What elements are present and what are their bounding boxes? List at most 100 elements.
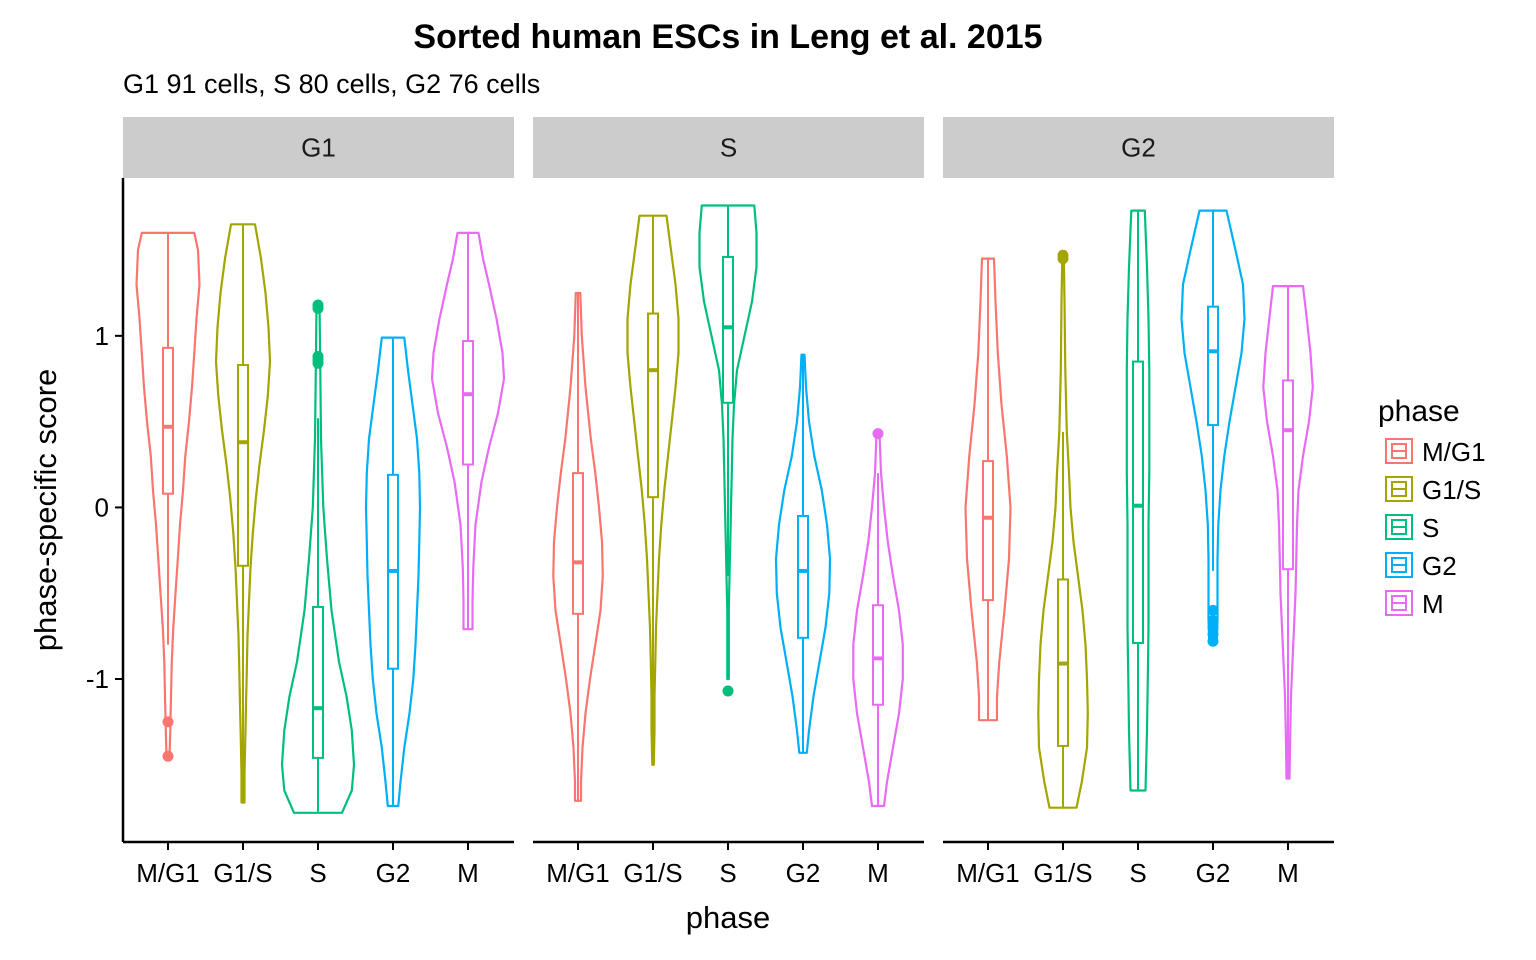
box (237, 364, 249, 567)
box (162, 346, 174, 495)
y-tick-label: 0 (95, 492, 109, 522)
legend-label: M/G1 (1422, 437, 1486, 467)
x-tick-label: M/G1 (546, 858, 610, 888)
facet-strip-label: G1 (301, 133, 336, 163)
box (722, 255, 734, 404)
violin-g1-mg1 (135, 231, 201, 762)
legend-item-g1s: G1/S (1381, 471, 1481, 507)
violin-shape (214, 223, 272, 804)
violin-shape (698, 204, 758, 681)
violin-g2-g1s (1037, 249, 1089, 809)
violin-shape (626, 214, 680, 766)
violin-g2-s (1125, 209, 1151, 792)
facet-strip (123, 117, 514, 178)
x-tick-label: G1/S (623, 858, 682, 888)
violin-shape (552, 291, 604, 802)
outlier-point (162, 716, 174, 728)
x-axis-title: phase (686, 900, 770, 935)
x-tick-label: M/G1 (136, 858, 200, 888)
outlier-point (1207, 635, 1219, 647)
x-tick-label: G1/S (213, 858, 272, 888)
violin-g1-g1s (214, 223, 272, 804)
legend-item-g2: G2 (1381, 547, 1457, 583)
box (1282, 379, 1294, 571)
box (572, 472, 584, 615)
violin-s-s (698, 204, 758, 697)
outlier-point (1057, 253, 1069, 265)
x-tick-label: M (457, 858, 479, 888)
violin-s-m (852, 428, 904, 808)
outlier-point (312, 357, 324, 369)
facet-strip (943, 117, 1334, 178)
violin-shape (852, 432, 904, 808)
legend-item-mg1: M/G1 (1381, 433, 1486, 469)
outlier-point (1207, 604, 1219, 616)
box (1207, 305, 1219, 427)
violin-shape (280, 303, 356, 814)
y-tick-label: -1 (86, 664, 109, 694)
legend-key-violin (1385, 552, 1413, 578)
x-tick-label: G2 (1196, 858, 1231, 888)
legend-key-violin (1385, 514, 1413, 540)
box (1132, 360, 1144, 644)
facet-strip (533, 117, 924, 178)
panel-g1: G1 -1 0 1 M/G1 G1/S S G2 M (86, 117, 514, 888)
violin-shape (430, 231, 506, 631)
facet-strip-label: S (720, 133, 737, 163)
outlier-point (312, 302, 324, 314)
legend-label: G2 (1422, 551, 1457, 581)
box (982, 460, 994, 602)
violin-shape (1037, 254, 1089, 809)
x-tick-label: M (867, 858, 889, 888)
violin-g2-m (1262, 285, 1314, 780)
facet-strip-label: G2 (1121, 133, 1156, 163)
box (872, 604, 884, 706)
violin-shape (964, 257, 1012, 722)
legend-key-violin (1385, 476, 1413, 502)
legend: M/G1 G1/S S G2 M (1381, 433, 1486, 621)
legend-label: G1/S (1422, 475, 1481, 505)
chart-subtitle: G1 91 cells, S 80 cells, G2 76 cells (123, 69, 540, 99)
violin-g1-m (430, 231, 506, 631)
x-tick-label: S (719, 858, 736, 888)
x-tick-label: M/G1 (956, 858, 1020, 888)
violin-s-g1s (626, 214, 680, 766)
violin-g2-mg1 (964, 257, 1012, 722)
facet-panels: G1 -1 0 1 M/G1 G1/S S G2 M S M/G1 G1/S S G2 M G2 M/G1 G1/… (86, 117, 1334, 888)
panel-g2: G2 M/G1 G1/S S G2 M (943, 117, 1334, 888)
outlier-point (872, 428, 884, 440)
legend-label: S (1422, 513, 1439, 543)
outlier-point (722, 685, 734, 697)
violin-shape (364, 336, 422, 808)
legend-key-violin (1385, 438, 1413, 464)
violin-shape (1262, 285, 1314, 780)
violin-s-mg1 (552, 291, 604, 802)
x-tick-label: G2 (376, 858, 411, 888)
violin-shape (1125, 209, 1151, 792)
violin-g2-g2 (1180, 209, 1246, 647)
violin-g1-g2 (364, 336, 422, 808)
x-tick-label: G2 (786, 858, 821, 888)
y-tick-label: 1 (95, 321, 109, 351)
violin-g1-s (280, 299, 356, 814)
legend-key-violin (1385, 590, 1413, 616)
panel-s: S M/G1 G1/S S G2 M (533, 117, 924, 888)
legend-label: M (1422, 589, 1444, 619)
legend-title: phase (1378, 395, 1460, 428)
x-tick-label: S (1129, 858, 1146, 888)
box (312, 605, 324, 759)
y-axis-title: phase-specific score (28, 369, 63, 652)
violin-shape (774, 353, 832, 754)
box (797, 515, 809, 639)
outlier-point (162, 750, 174, 762)
box (647, 312, 659, 499)
x-tick-label: G1/S (1033, 858, 1092, 888)
box (462, 339, 474, 466)
violin-s-g2 (774, 353, 832, 754)
legend-item-m: M (1381, 585, 1444, 621)
legend-item-s: S (1381, 509, 1439, 545)
chart-title: Sorted human ESCs in Leng et al. 2015 (413, 18, 1042, 56)
x-tick-label: M (1277, 858, 1299, 888)
